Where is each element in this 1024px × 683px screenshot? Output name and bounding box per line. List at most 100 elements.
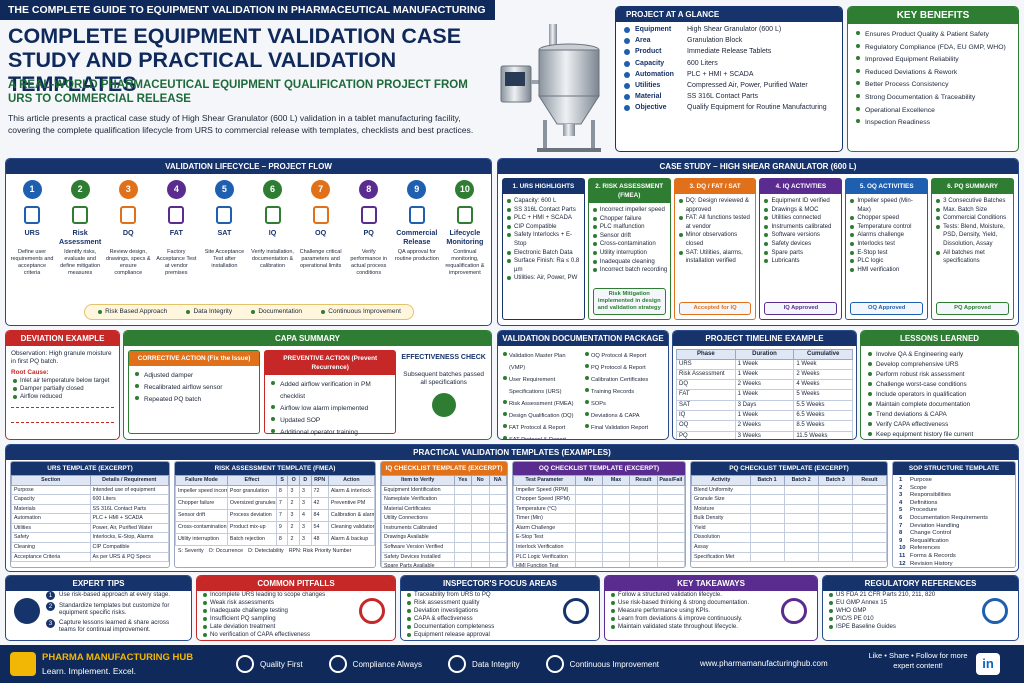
item-list: Incomplete URS leading to scope changes W… <box>201 591 355 639</box>
empty-cell <box>749 532 785 544</box>
benefit-item: Inspection Readiness <box>854 117 1012 130</box>
timeline-table: Phase Duration Cumulative URS 1 Week 1 Week Ri… <box>673 346 856 439</box>
effectiveness-title: EFFECTIVENESS CHECK <box>401 354 486 361</box>
table-row: Temperature (°C) <box>513 503 685 515</box>
table-cell: 3 <box>299 520 312 534</box>
table-cell: Chopper failure <box>175 496 228 510</box>
empty-cell <box>488 522 507 534</box>
empty-cell <box>656 494 685 505</box>
table-cell: 8.5 Weeks <box>793 420 853 432</box>
section-title: LESSONS LEARNED <box>861 331 1018 346</box>
principles: Risk Based Approach Data Integrity Documen… <box>83 304 414 320</box>
step-description: Continual monitoring, requalification & … <box>445 249 485 276</box>
case-item: Spare parts <box>762 249 839 258</box>
table-row: Drawings Available <box>381 532 507 544</box>
footer-value: Compliance Always <box>328 655 422 673</box>
intro-text: This article presents a practical case s… <box>8 113 474 135</box>
tip-number: 2 <box>46 602 55 611</box>
sop-item: 5 Procedure <box>899 507 1009 515</box>
empty-cell <box>749 522 785 534</box>
empty-cell <box>749 551 785 563</box>
template-title: PQ CHECKLIST TEMPLATE (EXCERPT) <box>691 462 887 475</box>
case-study: CASE STUDY – HIGH SHEAR GRANULATOR (600 … <box>497 158 1019 326</box>
capa-items: Added airflow verification in PM checkli… <box>265 375 395 439</box>
column-header: Effect <box>226 475 277 486</box>
sop-number: 9 <box>899 537 903 544</box>
table-row: Timer (Min) <box>513 513 685 524</box>
empty-cell <box>629 494 658 505</box>
table-row: Alarm Challenge <box>513 522 685 534</box>
document-item: Calibration Certificates <box>583 374 665 386</box>
table-row: Assay <box>691 542 887 553</box>
key-benefits: KEY BENEFITS Ensures Product Quality & P… <box>847 6 1019 152</box>
footer-value: Quality First <box>236 655 303 673</box>
list-item: Insufficient PQ sampling <box>201 615 355 623</box>
project-at-a-glance: PROJECT AT A GLANCE Equipment High Shear … <box>615 6 843 152</box>
empty-cell <box>629 551 658 563</box>
section-title: PRACTICAL VALIDATION TEMPLATES (EXAMPLES… <box>6 445 1018 460</box>
case-item: PLC malfunction <box>591 223 668 232</box>
document-item: User Requirement Specifications (URS) <box>501 374 583 398</box>
empty-cell <box>749 494 785 505</box>
deviation-body: Observation: High granule moisture in fi… <box>6 346 119 427</box>
list-item: Late deviation treatment <box>201 623 355 631</box>
doc-columns: Validation Master Plan (VMP) User Require… <box>498 346 668 439</box>
empty-cell <box>749 542 785 553</box>
empty-cell <box>601 503 631 515</box>
website-url[interactable]: www.pharmamanufacturinghub.com <box>700 659 828 668</box>
empty-cell <box>453 542 472 553</box>
empty-cell <box>749 513 785 524</box>
empty-cell <box>851 551 887 563</box>
table-cell: 1 Week <box>734 358 795 370</box>
footer-value: Data Integrity <box>448 655 520 673</box>
linkedin-icon[interactable]: in <box>976 653 1000 675</box>
step-icon <box>408 206 425 224</box>
empty-cell <box>574 503 603 515</box>
section-title: EXPERT TIPS <box>6 576 191 591</box>
sop-item: 6 Documentation Requirements <box>899 515 1009 523</box>
step-icon <box>24 206 41 224</box>
empty-cell <box>471 494 490 505</box>
table-row: Impeller Speed (RPM) <box>513 484 685 496</box>
inspector-focus: INSPECTOR'S FOCUS AREAS Traceability fro… <box>400 575 600 641</box>
glance-row: Equipment High Shear Granulator (600 L) <box>624 26 834 35</box>
table-row: Granule Size <box>691 494 887 505</box>
table-row: Bulk Density <box>691 513 887 524</box>
case-item: Lubricants <box>762 257 839 266</box>
column-items: Capacity: 600 L SS 316L Contact Parts PLC … <box>503 194 584 286</box>
common-pitfalls: COMMON PITFALLS Incomplete URS leading t… <box>196 575 396 641</box>
tip-text: Standardize templates but customize for … <box>59 602 170 617</box>
step-icon <box>168 206 185 224</box>
glance-label: Area <box>635 37 651 45</box>
table-cell: Nameplate Verification <box>381 494 455 505</box>
step-name: Lifecycle Monitoring <box>446 228 484 246</box>
table-cell: Safety <box>11 532 91 544</box>
empty-cell <box>488 494 507 505</box>
step-name: IQ <box>268 228 277 237</box>
table-row: E-Stop Test <box>513 532 685 544</box>
table-cell: 4 <box>299 508 312 522</box>
benefit-item: Ensures Product Quality & Patient Safety <box>854 29 1012 42</box>
empty-cell <box>601 484 631 496</box>
top-banner: THE COMPLETE GUIDE TO EQUIPMENT VALIDATI… <box>0 0 495 20</box>
legend-entry: S: Severity <box>178 547 204 554</box>
empty-cell <box>656 532 685 544</box>
lifecycle-step: 3 DQ Review design, drawings, specs & ensu… <box>105 180 151 302</box>
table: Item to Verify Yes No NA Equipment Identific… <box>381 475 507 567</box>
table-row: PLC Logic Verification <box>513 551 685 563</box>
header-row: Activity Batch 1 Batch 2 Batch 3 Result <box>691 475 887 486</box>
brand-logo <box>10 652 36 676</box>
case-column: 4. IQ ACTIVITIES Equipment ID verified Dra… <box>759 178 843 320</box>
column-header: O <box>287 475 300 486</box>
empty-cell <box>656 551 685 563</box>
case-item: Alarms challenge <box>848 231 925 240</box>
table-cell: PLC Logic Verification <box>513 551 576 563</box>
social-text: Like • Share • Follow for more expert co… <box>868 651 968 670</box>
empty-cell <box>453 494 472 505</box>
lesson-item: Involve QA & Engineering early <box>866 350 1013 360</box>
table-row: Purpose Intended use of equipment <box>11 484 169 496</box>
column-header: Result <box>629 475 658 486</box>
table-row: SAT 3 Days 5.5 Weeks <box>676 399 853 411</box>
glance-row: Objective Qualify Equipment for Routine M… <box>624 104 834 113</box>
item-list: Follow a structured validation lifecycle… <box>609 591 777 631</box>
